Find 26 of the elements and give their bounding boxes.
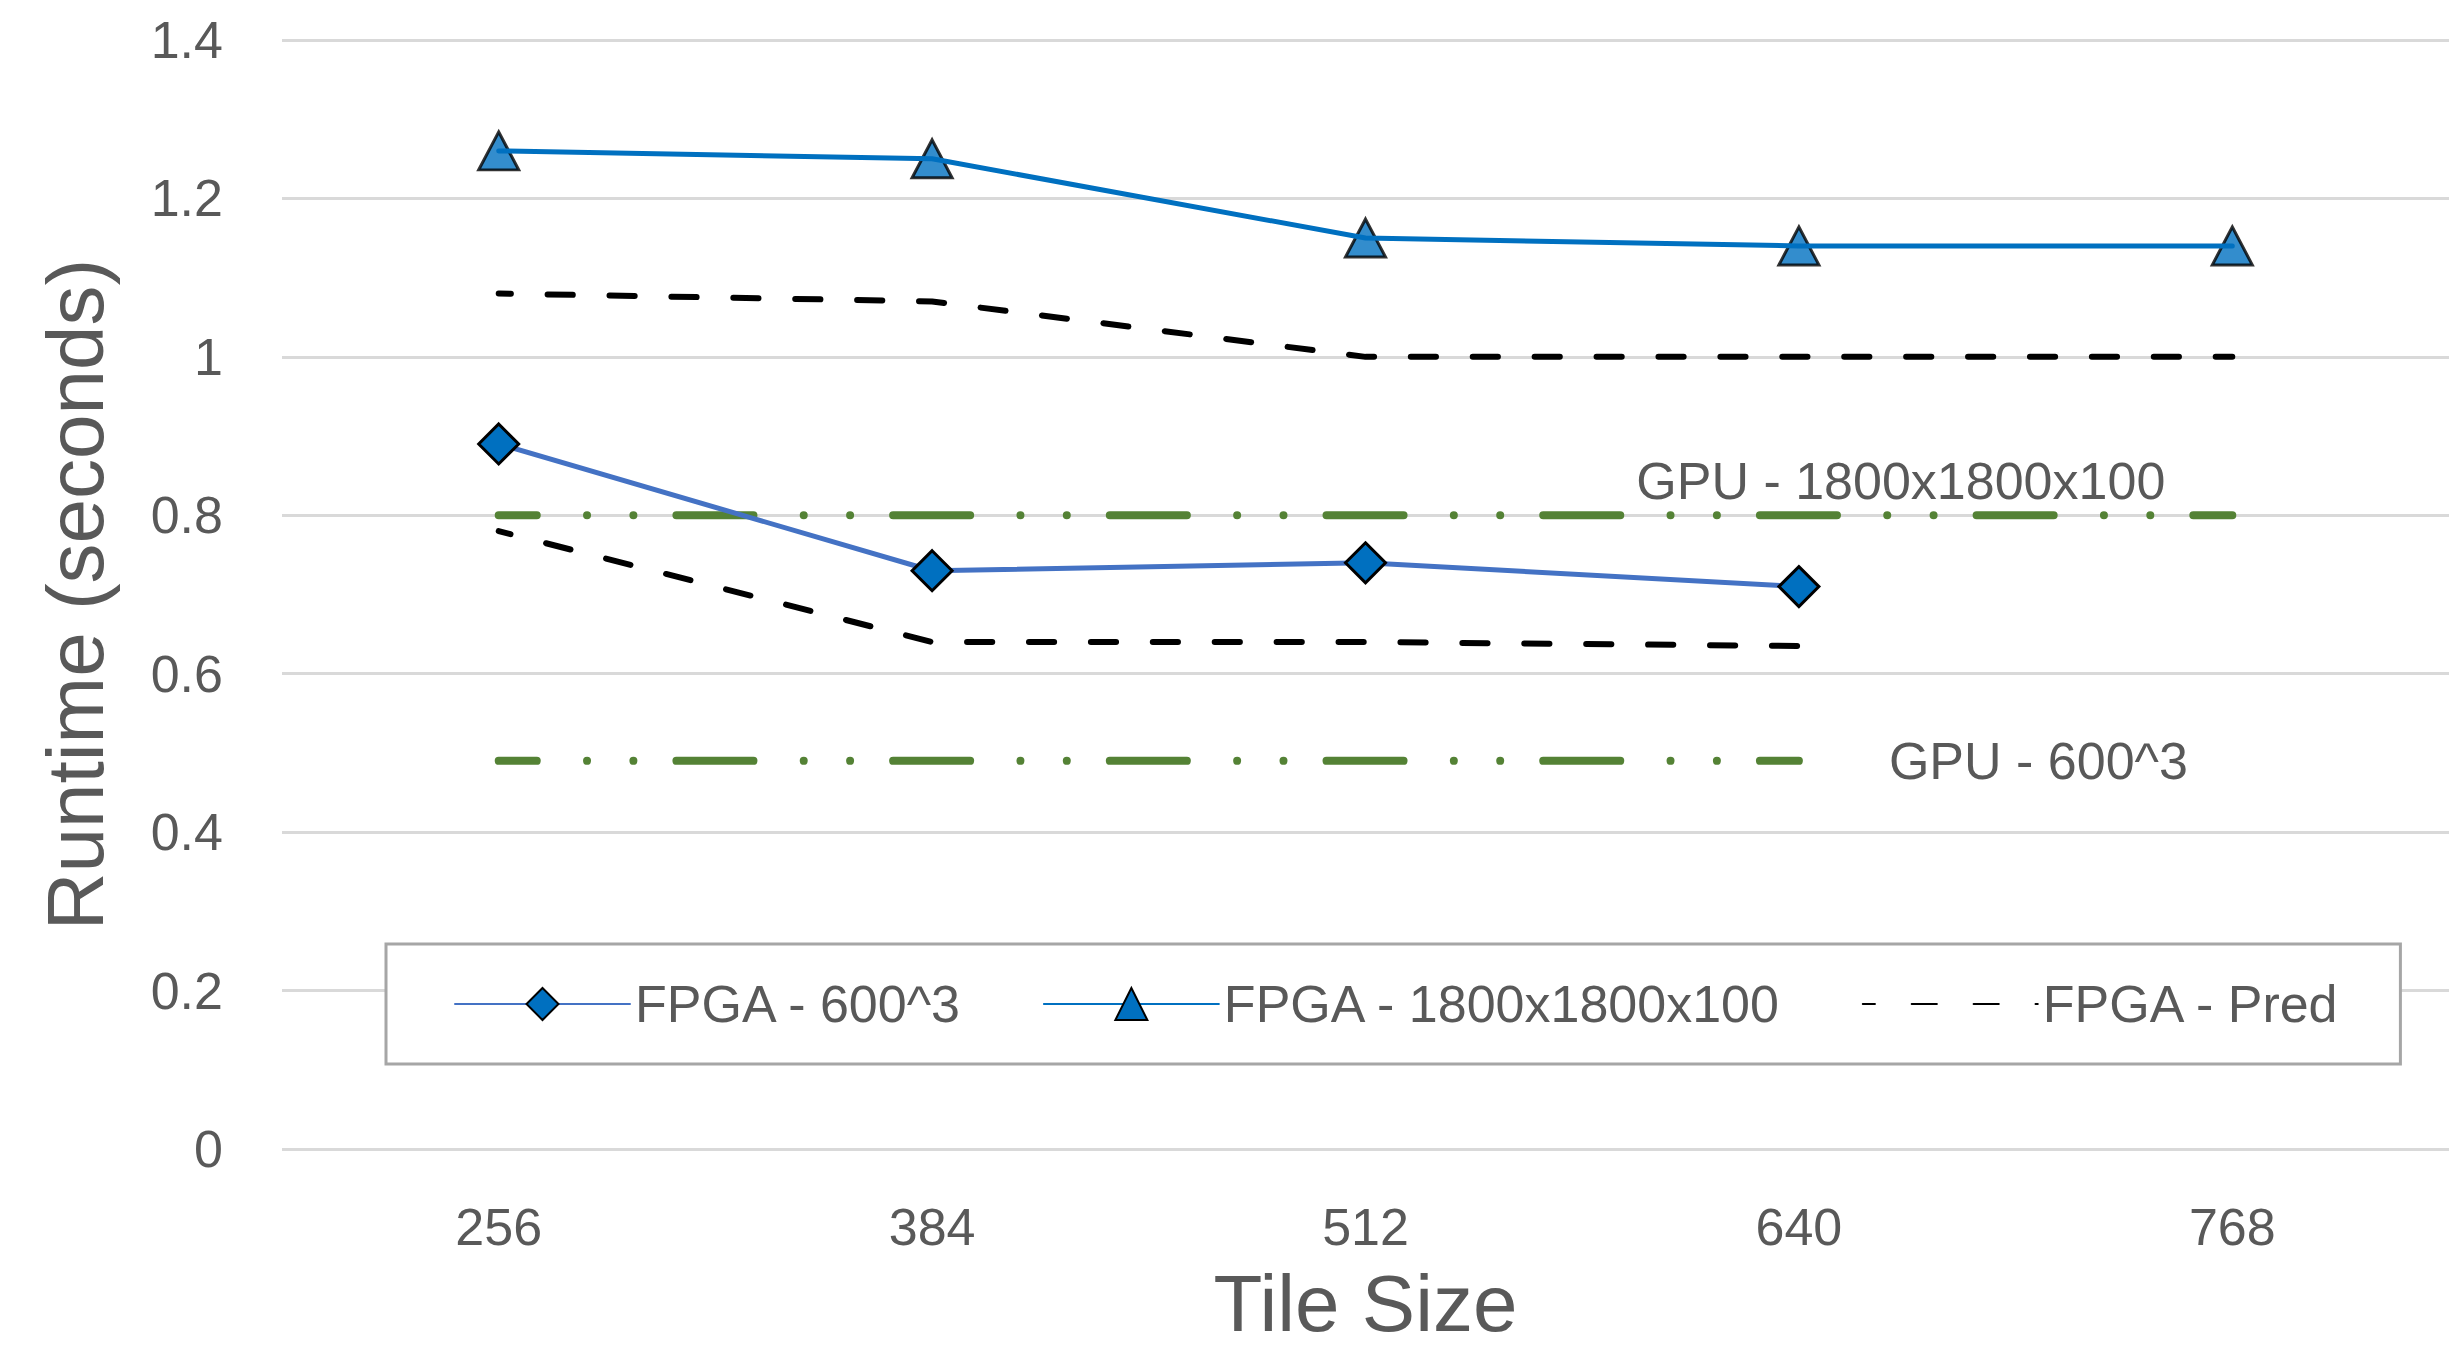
legend-label: FPGA - 600^3 <box>635 975 960 1033</box>
point <box>477 422 521 466</box>
legend-label: FPGA - Pred <box>2042 975 2338 1033</box>
x-tick-label: 384 <box>888 1198 976 1256</box>
y-tick-label: 0.4 <box>150 803 223 862</box>
point <box>910 549 954 593</box>
annotation: GPU - 600^3 <box>1888 731 2188 790</box>
legend-label: FPGA - 1800x1800x100 <box>1223 975 1779 1033</box>
y-tick-label: 0.8 <box>150 486 223 545</box>
y-tick-label: 0 <box>194 1120 223 1178</box>
x-tick-label: 512 <box>1322 1198 1409 1256</box>
x-tick-label: 768 <box>2188 1198 2276 1256</box>
x-tick-label: 256 <box>455 1198 543 1256</box>
y-tick-label: 1.4 <box>150 11 223 69</box>
x-axis-title: Tile Size <box>1213 1258 1518 1348</box>
y-tick-label: 1.2 <box>150 169 223 228</box>
x-tick-label: 640 <box>1755 1198 1843 1256</box>
point <box>1777 565 1821 609</box>
point <box>477 130 521 172</box>
y-axis-title: Runtime (seconds) <box>30 258 120 931</box>
point <box>2210 225 2254 267</box>
y-tick-label: 0.2 <box>150 961 223 1020</box>
point <box>1344 541 1387 585</box>
y-tick-label: 0.6 <box>150 644 223 703</box>
y-tick-label: 1 <box>194 327 223 386</box>
annotation: GPU - 1800x1800x100 <box>1636 452 2166 511</box>
